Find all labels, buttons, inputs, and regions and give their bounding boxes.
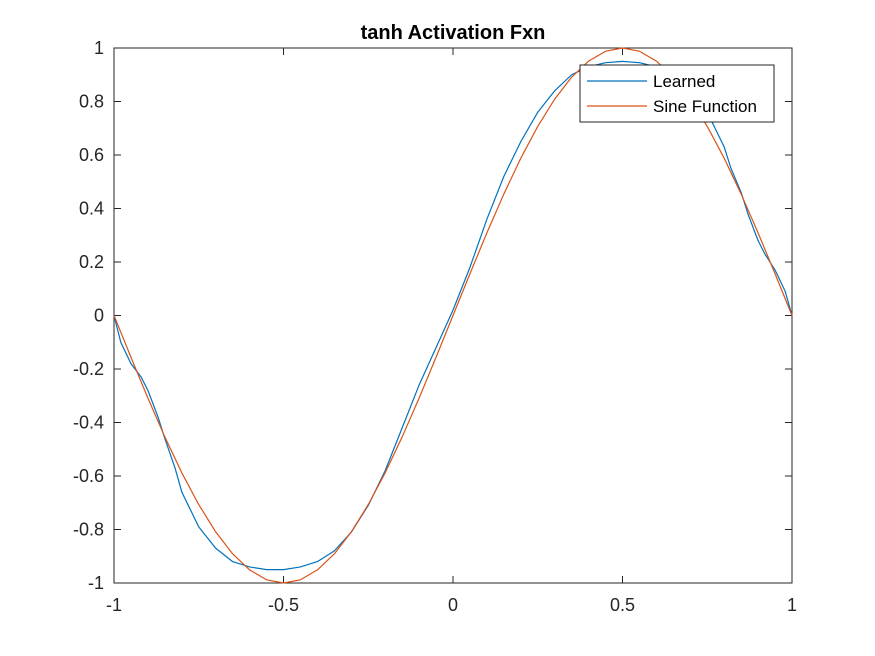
x-tick-label: 1 — [787, 595, 797, 615]
y-tick-label: 1 — [94, 38, 104, 58]
axis-ticks: -1 -0.5 0 0.5 1 -1 -0.8 -0.6 -0.4 -0.2 0 0.2 0.4 0.6 0… — [73, 38, 797, 615]
x-tick-label: -1 — [106, 595, 122, 615]
series-line-learned — [113, 60, 793, 571]
y-tick-label: 0.4 — [79, 199, 104, 219]
legend-label-sine-function: Sine Function — [653, 97, 757, 116]
x-tick-label: 0.5 — [610, 595, 635, 615]
y-tick-label: -0.2 — [73, 359, 104, 379]
y-tick-label: -0.8 — [73, 520, 104, 540]
y-tick-label: -0.4 — [73, 413, 104, 433]
legend: Learned Sine Function — [579, 64, 775, 123]
x-tick-label: -0.5 — [268, 595, 299, 615]
x-tick-label: 0 — [448, 595, 458, 615]
y-tick-label: 0 — [94, 306, 104, 326]
y-tick-label: 0.6 — [79, 145, 104, 165]
y-tick-label: 0.2 — [79, 252, 104, 272]
chart-title: tanh Activation Fxn — [361, 22, 546, 44]
y-tick-label: 0.8 — [79, 92, 104, 112]
y-tick-label: -1 — [88, 573, 104, 593]
legend-label-learned: Learned — [653, 72, 715, 91]
legend-box — [579, 64, 775, 123]
y-tick-label: -0.6 — [73, 466, 104, 486]
